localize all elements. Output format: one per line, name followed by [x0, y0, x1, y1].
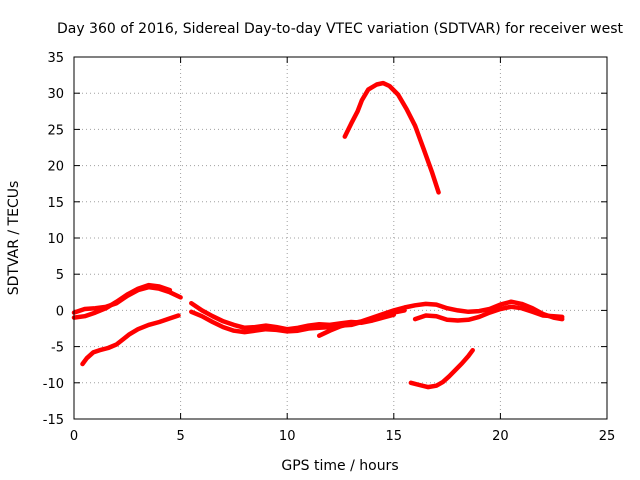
y-tick-label: 35 [47, 51, 64, 66]
plot-frame [73, 56, 608, 420]
y-tick-label: 25 [47, 123, 64, 138]
x-tick-label: 25 [599, 429, 616, 444]
y-tick-label: 0 [56, 304, 64, 319]
series-arc-main-f [412, 304, 565, 323]
series-arc-high [342, 80, 441, 195]
series-arc-main-b [71, 282, 173, 320]
y-tick-label: 10 [47, 232, 64, 247]
x-tick-label: 20 [492, 429, 509, 444]
y-tick-label: 20 [47, 160, 64, 175]
tick-labels: 0 5 10 15 20 25 -15 -10 -5 0 5 10 15 20 25 30 35 [43, 51, 616, 444]
chart-title: Day 360 of 2016, Sidereal Day-to-day VTE… [57, 21, 624, 37]
x-tick-label: 0 [70, 429, 78, 444]
series-arc-low-left [80, 313, 181, 367]
y-tick-label: 15 [47, 196, 64, 211]
y-tick-label: 30 [47, 87, 64, 102]
y-tick-label: -15 [43, 413, 64, 428]
y-tick-label: -5 [51, 341, 64, 356]
grid [74, 57, 607, 419]
x-tick-label: 5 [176, 429, 184, 444]
series-group [71, 80, 565, 390]
y-tick-label: 5 [56, 268, 64, 283]
x-axis-title: GPS time / hours [281, 458, 398, 474]
tick-marks [73, 56, 608, 420]
x-tick-label: 10 [279, 429, 296, 444]
series-arc-low-right [408, 347, 475, 390]
x-tick-label: 15 [386, 429, 403, 444]
y-tick-label: -10 [43, 377, 64, 392]
y-axis-title: SDTVAR / TECUs [6, 181, 22, 296]
series-arc-main-e [316, 299, 565, 338]
